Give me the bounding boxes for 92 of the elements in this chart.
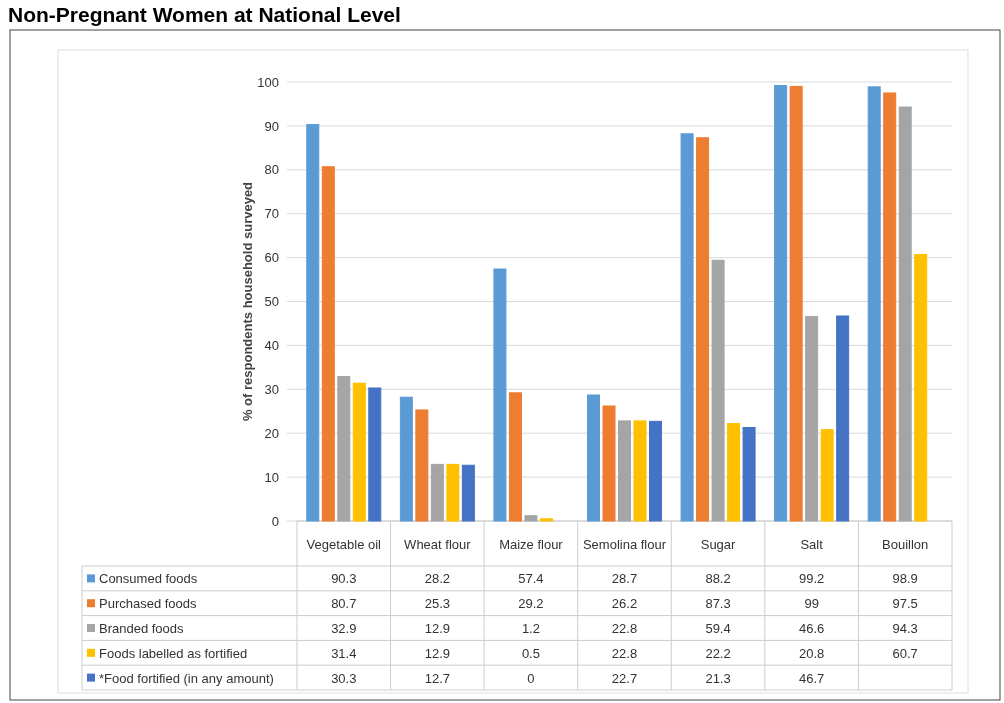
bar [898,106,912,522]
data-label: 25.3 [424,596,451,612]
data-label: 80.7 [331,596,357,612]
x-tick-label: Salt [800,536,824,552]
bar [368,387,382,522]
y-tick-label: 50 [264,294,279,310]
y-tick-label: 0 [271,513,279,529]
data-label: 99 [804,596,819,612]
y-tick-label: 20 [264,425,279,441]
data-label: 0.5 [521,645,540,661]
y-tick-label: 100 [257,74,279,90]
data-label: 22.8 [611,645,638,661]
data-label: 32.9 [331,621,357,636]
bar [742,426,756,522]
y-tick-label: 60 [264,250,279,266]
bar [820,429,834,522]
data-label: 12.9 [424,621,451,636]
legend-label: Branded foods [99,621,185,636]
bar [680,133,694,522]
bar [727,423,741,522]
data-label: 94.3 [892,621,918,636]
data-label: 46.6 [798,621,825,636]
y-tick-label: 90 [264,118,279,134]
x-tick-label: Sugar [700,536,737,552]
bar [337,376,351,522]
data-label: 22.7 [611,670,638,686]
bar [867,86,881,522]
bar [587,394,600,522]
bar [836,315,850,522]
legend-label: *Food fortified (in any amount) [99,670,274,686]
y-tick-label: 30 [264,381,279,397]
data-label: 60.7 [892,645,918,661]
bar [461,464,475,522]
bar [602,405,616,522]
data-label: 12.7 [424,670,451,686]
bar [524,515,538,522]
data-label: 30.3 [331,670,357,686]
data-label: 12.9 [424,645,451,661]
bar [649,420,662,522]
bar [399,396,413,522]
bar [415,409,429,522]
data-label: 26.2 [611,596,638,612]
data-label: 28.7 [611,571,638,587]
data-label: 59.4 [705,621,731,636]
data-label: 0 [527,670,535,686]
legend-label: Consumed foods [99,571,198,587]
data-label: 21.3 [705,670,731,686]
chart-title: Non-Pregnant Women at National Level [8,3,401,26]
bar [306,124,320,522]
data-label: 98.9 [892,571,918,587]
data-label: 29.2 [518,596,544,612]
legend-label: Purchased foods [99,596,198,612]
data-label: 97.5 [892,596,918,612]
bar [711,259,725,522]
bar [508,392,522,522]
y-axis-title: % of respondents household surveyed [240,181,255,422]
bar [805,315,819,522]
bar [696,137,710,522]
bar [430,463,444,522]
y-tick-label: 40 [264,338,279,354]
bar [618,420,631,522]
data-label: 88.2 [705,571,731,587]
bar [633,420,647,522]
bar [774,85,788,522]
x-tick-label: Semolina flour [582,536,667,552]
bar [446,463,460,522]
y-tick-label: 10 [264,469,279,485]
data-label: 28.2 [424,571,451,587]
data-label: 90.3 [331,571,357,587]
bar [493,268,507,522]
x-tick-label: Bouillon [882,536,929,552]
bar [321,166,335,522]
bar [914,254,928,522]
data-label: 57.4 [518,571,544,587]
data-label: 99.2 [798,571,825,587]
bar [539,518,553,522]
data-label: 1.2 [521,621,540,636]
data-label: 22.8 [611,621,638,636]
bar [789,85,803,522]
data-label: 31.4 [331,645,357,661]
data-label: 22.2 [705,645,731,661]
data-label: 87.3 [705,596,731,612]
x-tick-label: Vegetable oil [306,536,382,552]
data-label: 46.7 [798,670,825,686]
legend-label: Foods labelled as fortified [99,645,248,661]
y-tick-label: 80 [264,162,279,178]
bar [883,92,897,522]
x-tick-label: Maize flour [499,536,564,552]
data-label: 20.8 [798,645,825,661]
y-tick-label: 70 [264,206,279,222]
bar [352,382,366,522]
x-tick-label: Wheat flour [404,536,472,552]
